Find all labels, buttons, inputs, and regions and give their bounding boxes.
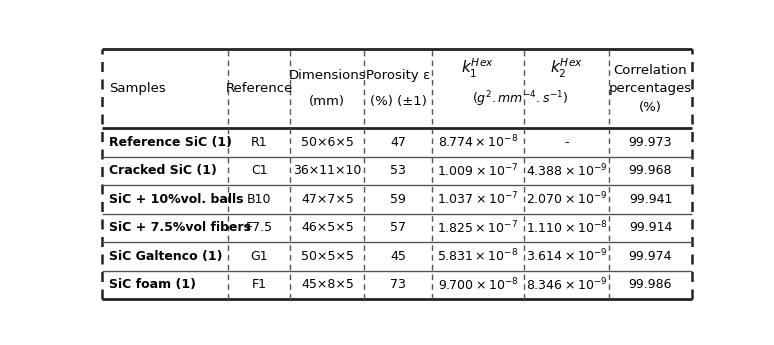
Text: 99.973: 99.973	[628, 136, 673, 149]
Text: $9.700\times10^{-8}$: $9.700\times10^{-8}$	[437, 277, 518, 293]
Text: G1: G1	[251, 250, 269, 263]
Text: 57: 57	[390, 221, 406, 234]
Text: $5.831\times10^{-8}$: $5.831\times10^{-8}$	[437, 248, 519, 265]
Text: $8.774\times10^{-8}$: $8.774\times10^{-8}$	[438, 134, 518, 150]
Text: 47: 47	[390, 136, 406, 149]
Text: percentages: percentages	[609, 82, 692, 95]
Text: 36×11×10: 36×11×10	[293, 164, 361, 177]
Text: (%) (±1): (%) (±1)	[370, 95, 426, 108]
Text: $1.037\times10^{-7}$: $1.037\times10^{-7}$	[437, 191, 519, 208]
Text: Correlation: Correlation	[614, 63, 687, 77]
Text: (%): (%)	[639, 101, 662, 114]
Text: $4.388\times10^{-9}$: $4.388\times10^{-9}$	[526, 162, 607, 179]
Text: 47×7×5: 47×7×5	[301, 193, 354, 206]
Text: 53: 53	[390, 164, 406, 177]
Text: 45×8×5: 45×8×5	[301, 278, 354, 291]
Text: Cracked SiC (1): Cracked SiC (1)	[108, 164, 217, 177]
Text: $1.110\times10^{-8}$: $1.110\times10^{-8}$	[526, 219, 607, 236]
Text: R1: R1	[251, 136, 268, 149]
Text: $k_2^{Hex}$: $k_2^{Hex}$	[550, 57, 583, 80]
Text: $8.346\times10^{-9}$: $8.346\times10^{-9}$	[526, 277, 607, 293]
Text: (mm): (mm)	[310, 95, 345, 108]
Text: F7.5: F7.5	[246, 221, 273, 234]
Text: F1: F1	[252, 278, 267, 291]
Text: $1.009\times10^{-7}$: $1.009\times10^{-7}$	[437, 162, 519, 179]
Text: Porosity ε: Porosity ε	[366, 69, 430, 82]
Text: SiC foam (1): SiC foam (1)	[108, 278, 196, 291]
Text: $3.614\times10^{-9}$: $3.614\times10^{-9}$	[526, 248, 607, 265]
Text: $(g^2.mm^{-4}.s^{-1})$: $(g^2.mm^{-4}.s^{-1})$	[472, 89, 569, 109]
Text: 99.974: 99.974	[628, 250, 673, 263]
Text: 73: 73	[390, 278, 406, 291]
Text: Reference SiC (1): Reference SiC (1)	[108, 136, 231, 149]
Text: $1.825\times10^{-7}$: $1.825\times10^{-7}$	[437, 219, 519, 236]
Text: Reference: Reference	[226, 82, 293, 95]
Text: 46×5×5: 46×5×5	[301, 221, 354, 234]
Text: 99.941: 99.941	[628, 193, 672, 206]
Text: SiC + 7.5%vol fibers: SiC + 7.5%vol fibers	[108, 221, 251, 234]
Text: 99.968: 99.968	[628, 164, 673, 177]
Text: Samples: Samples	[108, 82, 166, 95]
Text: 59: 59	[390, 193, 406, 206]
Text: $2.070\times10^{-9}$: $2.070\times10^{-9}$	[526, 191, 607, 208]
Text: Dimensions: Dimensions	[289, 69, 366, 82]
Text: B10: B10	[247, 193, 272, 206]
Text: $k_1^{Hex}$: $k_1^{Hex}$	[461, 57, 495, 80]
Text: SiC + 10%vol. balls: SiC + 10%vol. balls	[108, 193, 243, 206]
Text: -: -	[564, 136, 569, 149]
Text: 99.986: 99.986	[628, 278, 673, 291]
Text: 45: 45	[390, 250, 406, 263]
Text: SiC Galtenco (1): SiC Galtenco (1)	[108, 250, 222, 263]
Text: 99.914: 99.914	[628, 221, 672, 234]
Text: 50×6×5: 50×6×5	[301, 136, 354, 149]
Text: 50×5×5: 50×5×5	[301, 250, 354, 263]
Text: C1: C1	[251, 164, 268, 177]
